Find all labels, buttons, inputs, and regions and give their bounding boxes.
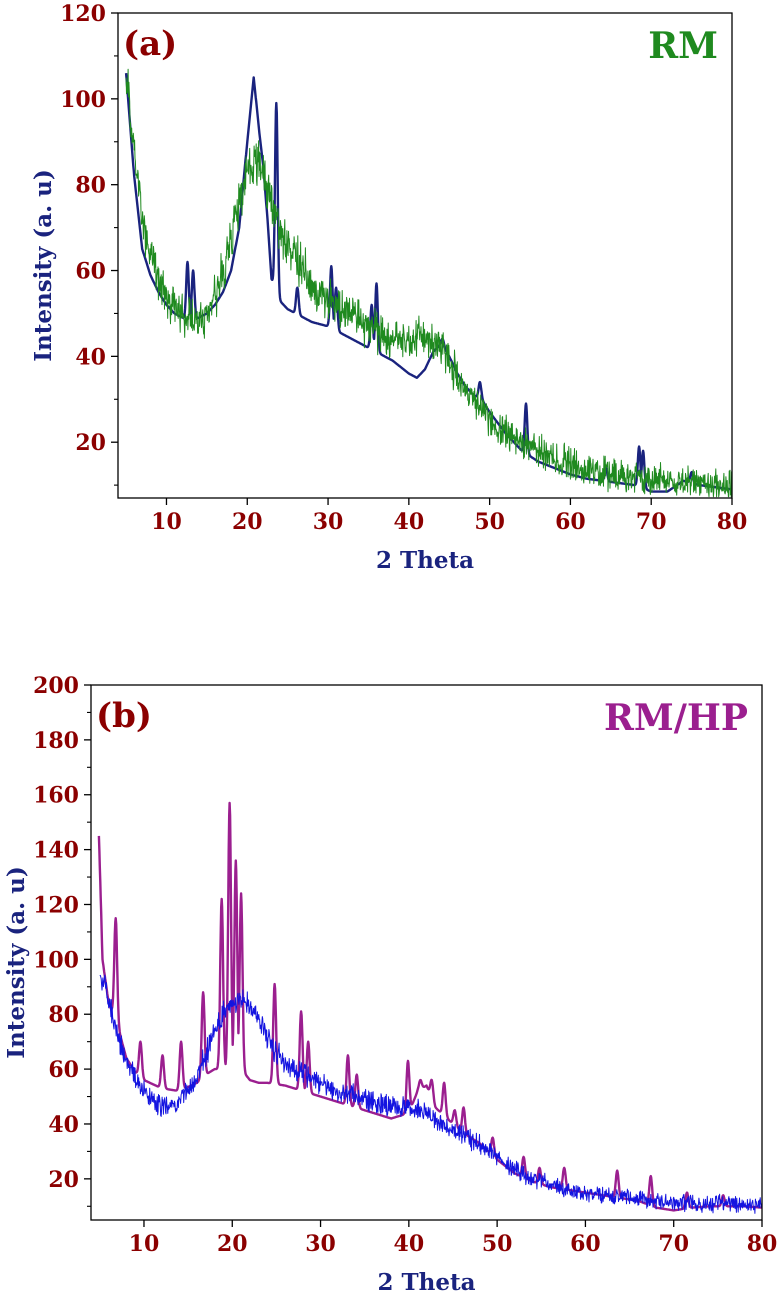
panel-label-a: (a) — [123, 24, 177, 64]
y-tick-label: 60 — [48, 1057, 79, 1083]
y-tick-label: 100 — [60, 87, 106, 113]
x-tick-label: 60 — [555, 509, 586, 535]
series-layer-a — [124, 68, 733, 498]
y-tick-label: 40 — [48, 1112, 79, 1138]
chart-panel-b: 10 20 30 40 50 60 70 80 20 40 60 80 100 120 140 160 180 2… — [3, 673, 777, 1296]
series-line-2 — [125, 68, 733, 498]
x-tick-label: 40 — [394, 1231, 425, 1257]
x-tick-label: 50 — [482, 1231, 513, 1257]
x-axis-title-b: 2 Theta — [377, 1269, 475, 1296]
x-tick-label: 30 — [305, 1231, 336, 1257]
x-tick-label: 80 — [717, 509, 748, 535]
sample-label-b: RM/HP — [604, 697, 748, 739]
x-tick-label: 70 — [636, 509, 667, 535]
y-tick-label: 80 — [75, 173, 106, 199]
y-tick-label: 20 — [75, 430, 106, 456]
plot-frame-b — [90, 684, 763, 1221]
ticks-layer-a: 10 20 30 40 50 60 70 80 20 40 60 80 100 120 — [60, 1, 747, 535]
sample-label-a: RM — [648, 25, 718, 67]
x-tick-label: 80 — [747, 1231, 778, 1257]
x-tick-label: 50 — [474, 509, 505, 535]
plot-frame-a — [117, 12, 733, 499]
y-axis-title-b: Intensity (a. u) — [3, 866, 30, 1059]
y-tick-label: 120 — [60, 1, 106, 27]
chart-panel-a: 10 20 30 40 50 60 70 80 20 40 60 80 100 120 (a) RM 2 … — [30, 1, 747, 574]
y-tick-label: 100 — [33, 947, 79, 973]
y-tick-label: 140 — [33, 838, 79, 864]
series-line-1 — [97, 801, 763, 1212]
y-tick-label: 20 — [48, 1167, 79, 1193]
x-tick-label: 20 — [217, 1231, 248, 1257]
y-tick-label: 180 — [33, 728, 79, 754]
x-tick-label: 40 — [394, 509, 425, 535]
x-tick-label: 20 — [232, 509, 263, 535]
y-tick-label: 60 — [75, 259, 106, 285]
x-axis-title-a: 2 Theta — [376, 547, 474, 574]
series-line-2 — [99, 974, 763, 1214]
ticks-layer-b: 10 20 30 40 50 60 70 80 20 40 60 80 100 120 140 160 180 2… — [33, 673, 777, 1257]
y-tick-label: 80 — [48, 1002, 79, 1028]
y-tick-label: 120 — [33, 892, 79, 918]
x-tick-label: 10 — [151, 509, 182, 535]
y-axis-title-a: Intensity (a. u) — [30, 169, 57, 362]
x-tick-label: 60 — [570, 1231, 601, 1257]
y-tick-label: 200 — [33, 673, 79, 699]
y-tick-label: 160 — [33, 783, 79, 809]
series-layer-b — [97, 801, 763, 1214]
x-tick-label: 10 — [129, 1231, 160, 1257]
y-tick-label: 40 — [75, 344, 106, 370]
panel-label-b: (b) — [96, 696, 152, 736]
x-tick-label: 30 — [313, 509, 344, 535]
x-tick-label: 70 — [658, 1231, 689, 1257]
